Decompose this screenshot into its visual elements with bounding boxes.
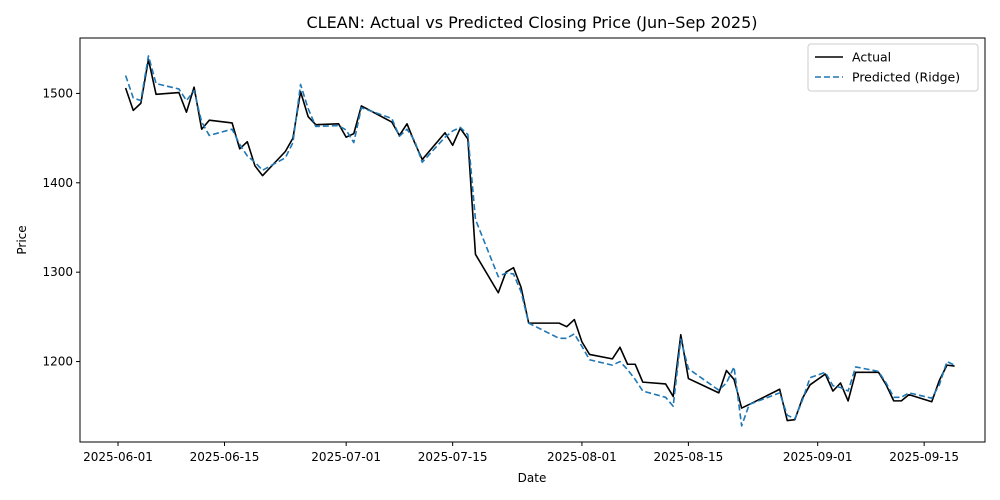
plot-frame (79, 37, 986, 443)
y-axis: 1200 1300 1400 1500 (42, 86, 80, 369)
x-tick-label: 2025-08-15 (654, 450, 724, 464)
x-tick-label: 2025-06-15 (190, 450, 260, 464)
legend-label: Predicted (Ridge) (852, 70, 960, 85)
x-tick-label: 2025-06-01 (83, 450, 153, 464)
y-tick-label: 1300 (42, 265, 73, 279)
legend: Actual Predicted (Ridge) (807, 43, 979, 92)
series-line-actual (124, 58, 955, 422)
x-axis-label: Date (518, 471, 547, 485)
y-axis-label: Price (15, 225, 29, 254)
x-tick-label: 2025-09-01 (783, 450, 853, 464)
x-tick-label: 2025-07-15 (418, 450, 488, 464)
x-tick-label: 2025-09-15 (889, 450, 959, 464)
plot-area (79, 37, 986, 443)
y-tick-label: 1500 (42, 86, 73, 100)
chart-title: CLEAN: Actual vs Predicted Closing Price… (306, 13, 757, 32)
x-axis: 2025-06-01 2025-06-15 2025-07-01 2025-07-15… (83, 442, 959, 464)
series-layer (124, 55, 955, 427)
series-line-predicted (124, 55, 955, 427)
x-tick-label: 2025-08-01 (547, 450, 617, 464)
legend-label: Actual (852, 50, 891, 65)
x-tick-label: 2025-07-01 (311, 450, 381, 464)
y-tick-label: 1400 (42, 176, 73, 190)
y-tick-label: 1200 (42, 355, 73, 369)
legend-box (807, 43, 979, 92)
